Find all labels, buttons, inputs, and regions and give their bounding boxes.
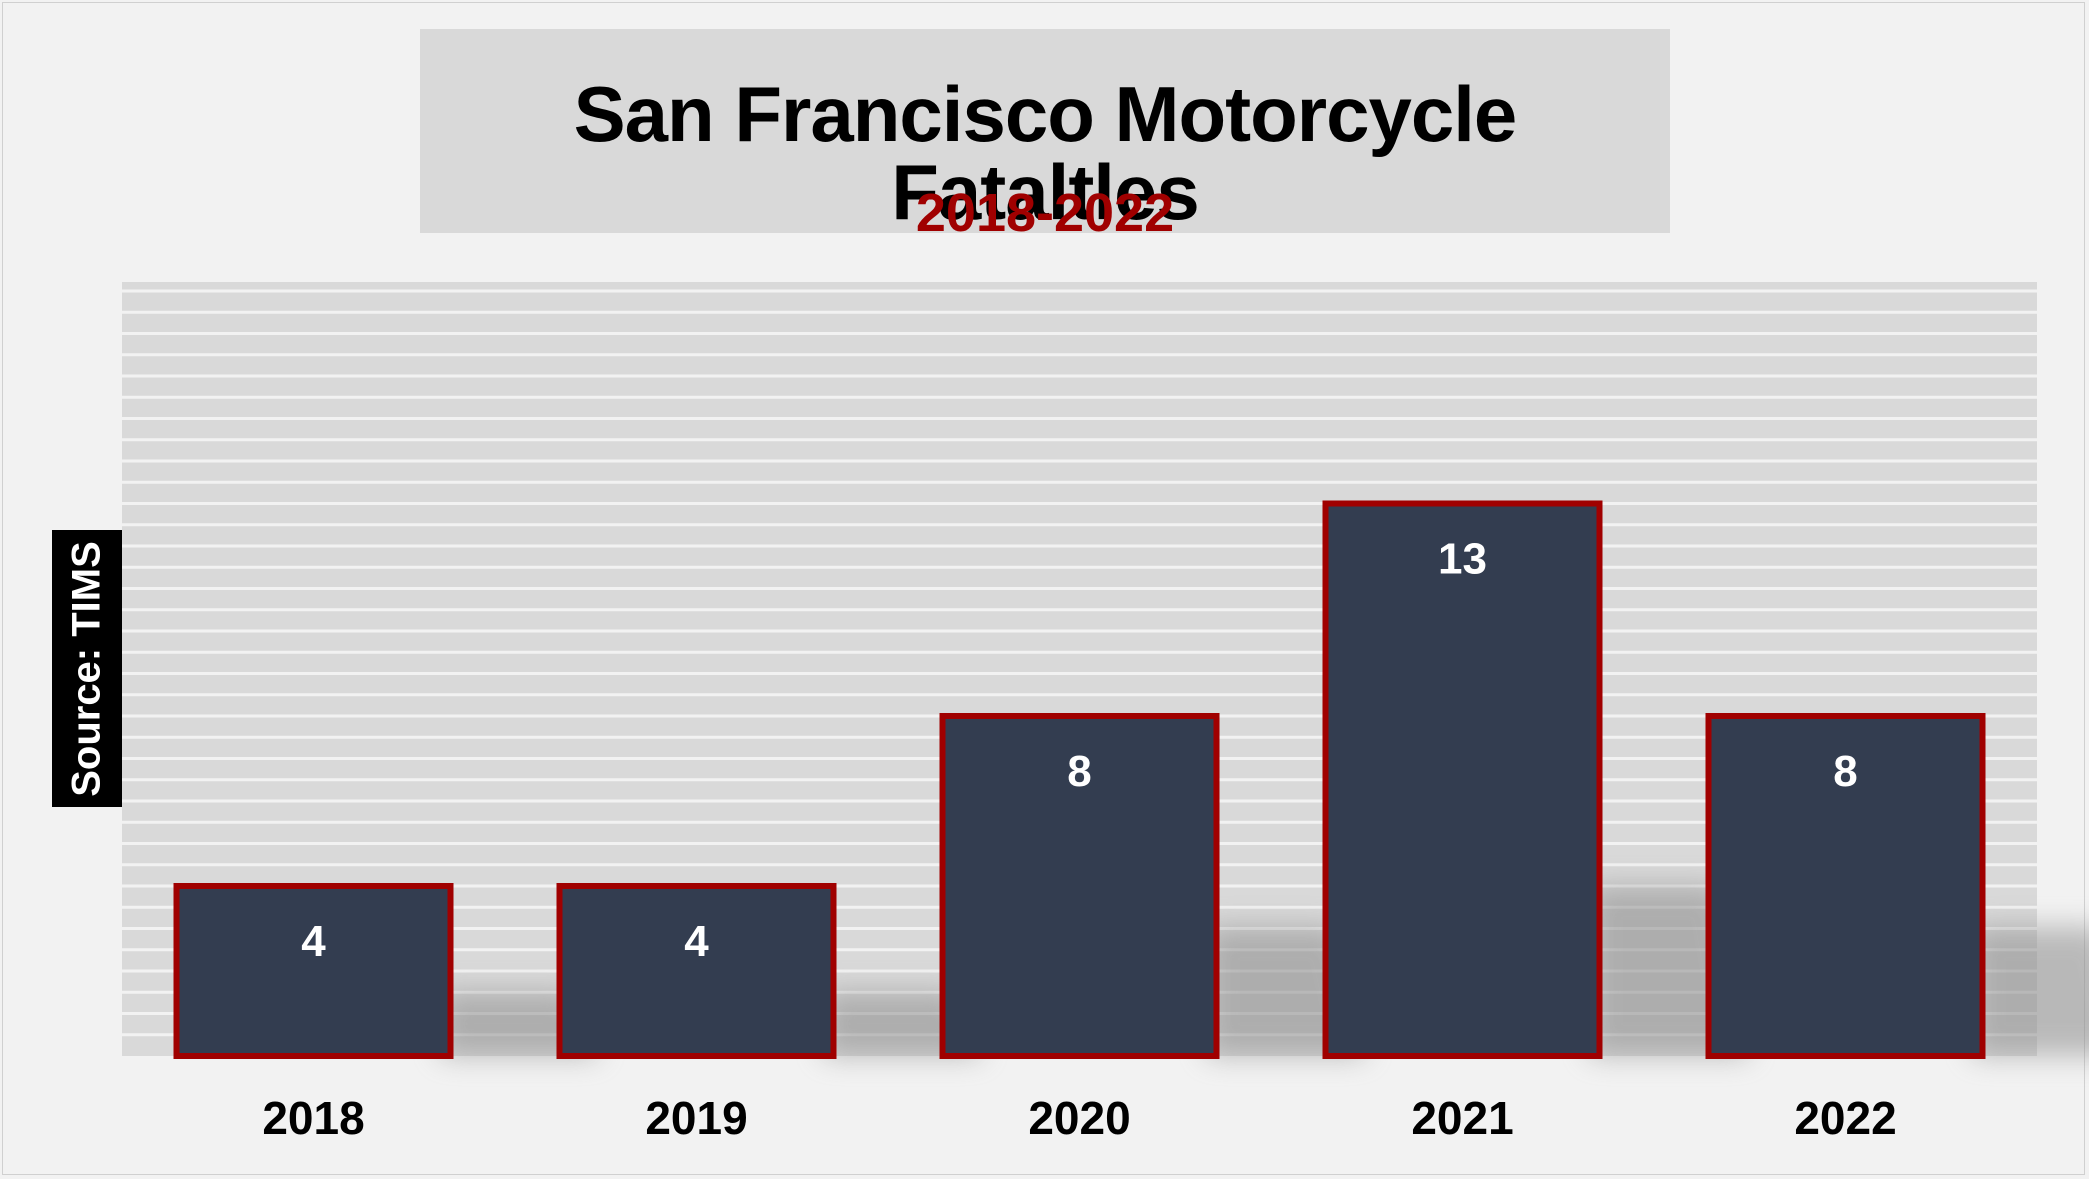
- title-box: San Francisco Motorcycle Fataltles 2018-…: [420, 29, 1670, 240]
- bar-2020: [939, 713, 1220, 1059]
- chart-title: San Francisco Motorcycle Fataltles: [573, 70, 1518, 236]
- x-tick-2021: 2021: [1411, 1092, 1513, 1144]
- data-label-2019: 4: [684, 917, 709, 966]
- x-tick-2020: 2020: [1028, 1092, 1130, 1144]
- x-tick-2018: 2018: [262, 1092, 364, 1144]
- data-labels: 4 4 8 13 8: [301, 535, 1857, 967]
- source-badge: Source: TIMS: [52, 530, 122, 807]
- bar-2022: [1705, 713, 1986, 1059]
- bars: [173, 500, 1986, 1059]
- x-tick-2022: 2022: [1794, 1092, 1896, 1144]
- data-label-2020: 8: [1067, 747, 1091, 796]
- bar-shadow-2022: [1972, 926, 2089, 1056]
- data-label-2021: 13: [1438, 535, 1487, 584]
- x-axis-ticks: 2018 2019 2020 2021 2022: [262, 1092, 1896, 1144]
- bar-2021: [1322, 500, 1603, 1059]
- bar-2019: [556, 883, 837, 1059]
- data-label-2022: 8: [1833, 747, 1857, 796]
- bar-2018: [173, 883, 454, 1059]
- x-tick-2019: 2019: [645, 1092, 747, 1144]
- data-label-2018: 4: [301, 917, 326, 966]
- chart-subtitle: 2018-2022: [915, 183, 1175, 243]
